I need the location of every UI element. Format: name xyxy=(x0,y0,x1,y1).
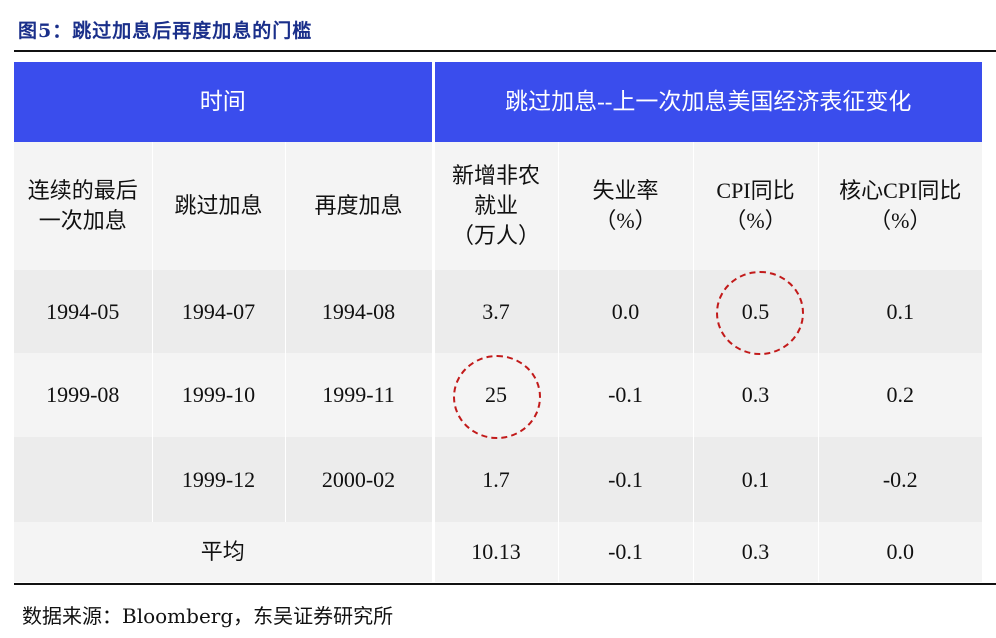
header-time: 时间 xyxy=(14,62,435,142)
cell-resume: 1999-11 xyxy=(285,353,435,437)
header-row: 时间 跳过加息--上一次加息美国经济表征变化 xyxy=(14,62,983,142)
cell-unemployment: 0.0 xyxy=(558,270,694,353)
cell-cpi: 0.1 xyxy=(693,437,819,522)
cell-skip: 1999-12 xyxy=(152,437,286,522)
cell-resume: 1994-08 xyxy=(285,270,435,353)
cell-cpi: 0.3 xyxy=(693,353,819,437)
cell-payroll: 3.7 xyxy=(433,270,559,353)
col-core-cpi: 核心CPI同比 （%） xyxy=(818,142,983,270)
col-unemployment: 失业率 （%） xyxy=(558,142,694,270)
cell-last-hike xyxy=(14,437,153,522)
col-resume: 再度加息 xyxy=(285,142,435,270)
cell-payroll: 1.7 xyxy=(433,437,559,522)
top-rule xyxy=(14,50,996,52)
col-cpi: CPI同比 （%） xyxy=(693,142,819,270)
cell-last-hike: 1994-05 xyxy=(14,270,153,353)
avg-payroll: 10.13 xyxy=(433,522,559,582)
average-label: 平均 xyxy=(14,522,435,582)
cell-resume: 2000-02 xyxy=(285,437,435,522)
cell-unemployment: -0.1 xyxy=(558,437,694,522)
col-last-hike: 连续的最后 一次加息 xyxy=(14,142,153,270)
avg-core-cpi: 0.0 xyxy=(818,522,983,582)
figure-title: 图5：跳过加息后再度加息的门槛 xyxy=(18,20,313,42)
cell-payroll: 25 xyxy=(433,353,559,437)
cell-core-cpi: 0.1 xyxy=(818,270,983,353)
col-skip: 跳过加息 xyxy=(152,142,286,270)
data-table: 时间 跳过加息--上一次加息美国经济表征变化 连续的最后 一次加息 跳过加息 再度… xyxy=(14,62,983,582)
cell-core-cpi: -0.2 xyxy=(818,437,983,522)
subheader-row: 连续的最后 一次加息 跳过加息 再度加息 新增非农 就业 （万人） 失业率 （%） CP… xyxy=(14,142,983,270)
cell-cpi: 0.5 xyxy=(693,270,819,353)
cell-core-cpi: 0.2 xyxy=(818,353,983,437)
cell-skip: 1994-07 xyxy=(152,270,286,353)
avg-cpi: 0.3 xyxy=(693,522,819,582)
avg-unemployment: -0.1 xyxy=(558,522,694,582)
source-note: 数据来源：Bloomberg，东吴证券研究所 xyxy=(22,604,394,628)
header-change: 跳过加息--上一次加息美国经济表征变化 xyxy=(433,62,983,142)
cell-skip: 1999-10 xyxy=(152,353,286,437)
table-row: 1999-12 2000-02 1.7 -0.1 0.1 -0.2 xyxy=(14,437,983,522)
bottom-rule xyxy=(14,583,996,585)
cell-last-hike: 1999-08 xyxy=(14,353,153,437)
col-payroll: 新增非农 就业 （万人） xyxy=(433,142,559,270)
table-row: 1999-08 1999-10 1999-11 25 -0.1 0.3 0.2 xyxy=(14,353,983,437)
cell-unemployment: -0.1 xyxy=(558,353,694,437)
average-row: 平均 10.13 -0.1 0.3 0.0 xyxy=(14,522,983,582)
table-row: 1994-05 1994-07 1994-08 3.7 0.0 0.5 0.1 xyxy=(14,270,983,353)
